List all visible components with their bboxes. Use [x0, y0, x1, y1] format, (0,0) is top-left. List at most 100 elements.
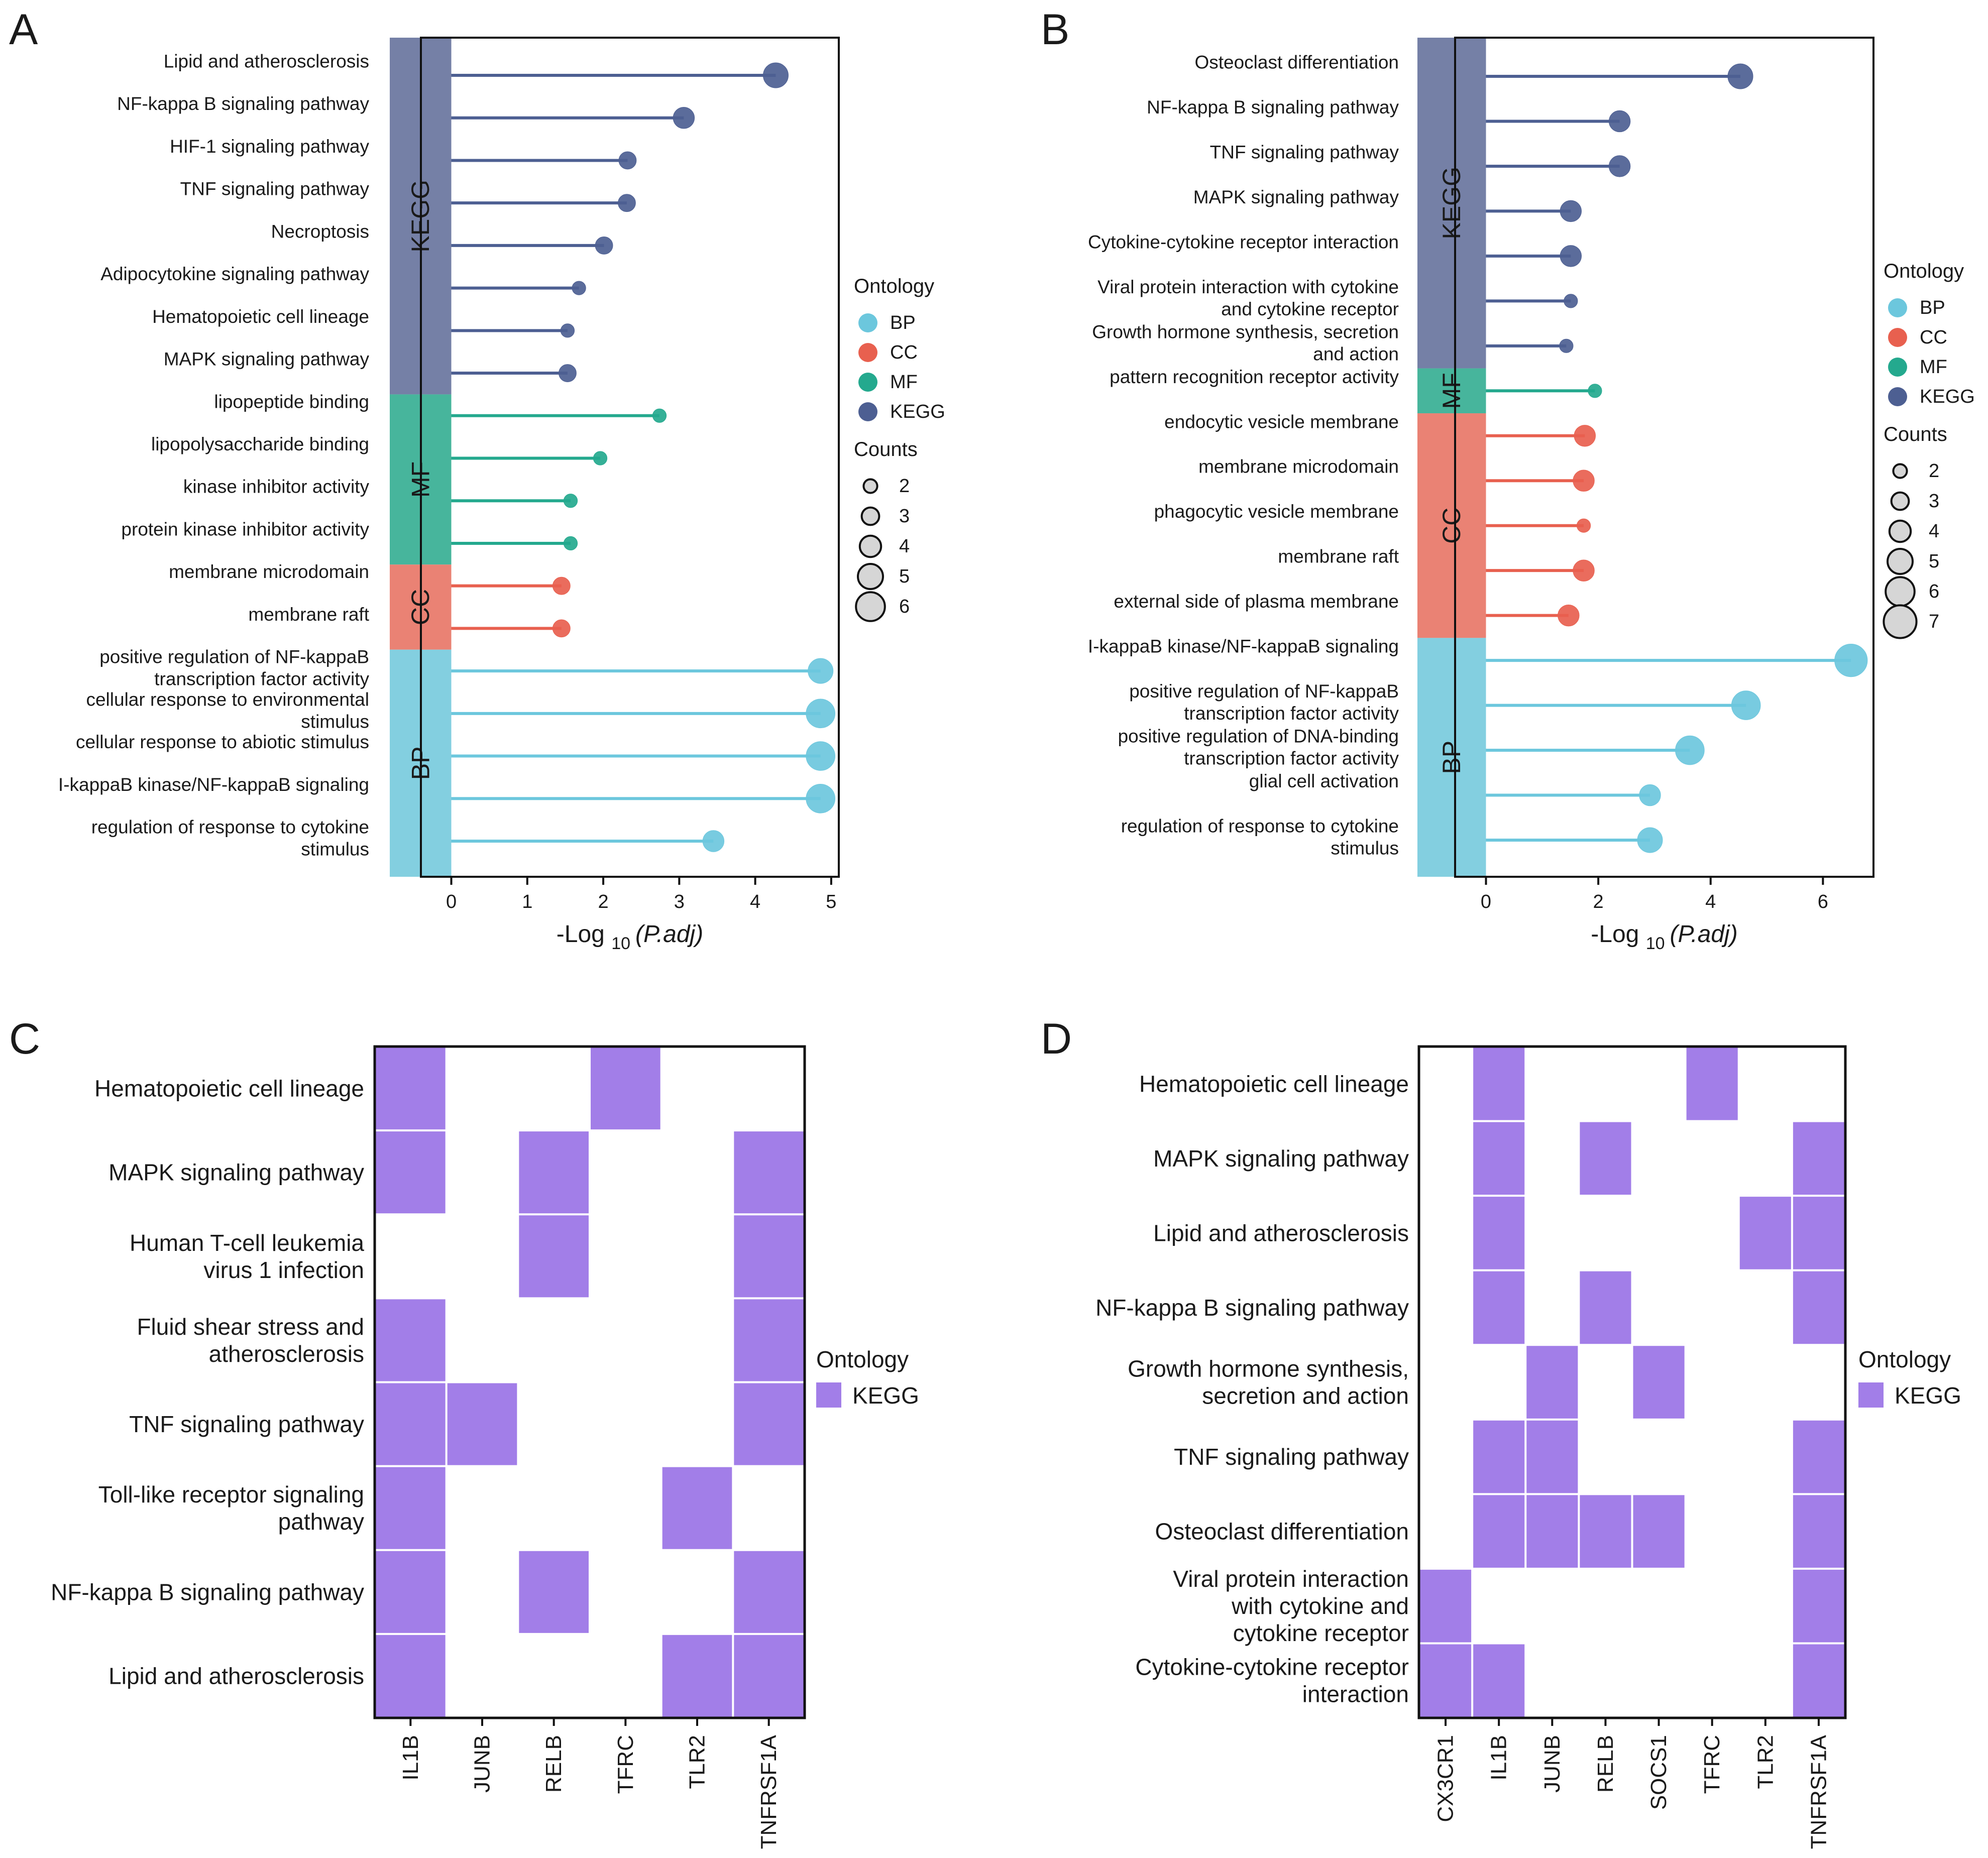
lollipop-point — [560, 323, 575, 338]
heat-cell — [1580, 1495, 1631, 1568]
term-label: endocytic vesicle membrane — [1164, 411, 1399, 432]
legend-size-swatch — [862, 478, 878, 494]
ontology-band-label: KEGG — [1438, 167, 1466, 239]
legend: Ontology KEGG — [816, 1346, 919, 1409]
term-label: glial cell activation — [1249, 771, 1399, 791]
lollipop-point — [593, 451, 608, 466]
legend-label: KEGG — [1920, 386, 1975, 407]
legend-label: MF — [1920, 357, 1947, 378]
row-label: Hematopoietic cell lineage — [1139, 1071, 1409, 1097]
lollipop-point — [806, 741, 835, 771]
legend-title: Counts — [854, 438, 918, 460]
lollipop-point — [552, 576, 571, 595]
heat-cell — [376, 1048, 446, 1130]
x-tick-label: 0 — [1481, 891, 1491, 912]
term-label: Lipid and atherosclerosis — [164, 51, 369, 72]
heat-cell — [519, 1131, 589, 1214]
lollipop-point — [559, 364, 577, 382]
heat-cell — [376, 1551, 446, 1633]
heat-cell — [519, 1551, 589, 1633]
term-label: stimulus — [301, 839, 369, 860]
heat-cell — [1633, 1495, 1685, 1568]
term-label: Growth hormone synthesis, secretion — [1092, 321, 1399, 342]
column-label: IL1B — [1487, 1735, 1511, 1781]
plot-frame — [1417, 1045, 1847, 1719]
term-label: TNF signaling pathway — [180, 179, 370, 199]
legend-label: BP — [1920, 297, 1945, 318]
heat-cell — [1473, 1271, 1525, 1344]
heat-cell — [1739, 1197, 1791, 1269]
heat-cell — [1526, 1495, 1578, 1568]
lollipop-point — [673, 107, 695, 129]
row-label: Osteoclast differentiation — [1155, 1519, 1409, 1545]
lollipop-point — [1558, 604, 1580, 627]
lollipop-point — [618, 151, 637, 170]
term-label: protein kinase inhibitor activity — [121, 519, 369, 539]
ontology-band-label: CC — [1438, 508, 1466, 544]
x-axis-title-sub: 10 — [611, 934, 630, 953]
term-label: MAPK signaling pathway — [1193, 187, 1399, 207]
row-label: Toll-like receptor signaling — [98, 1481, 364, 1507]
term-label: Adipocytokine signaling pathway — [100, 264, 369, 284]
lollipop-point — [595, 236, 613, 255]
heat-cell — [734, 1635, 804, 1717]
column-label: TLR2 — [685, 1735, 710, 1789]
lollipop-point — [1573, 470, 1595, 492]
heat-cell — [1793, 1197, 1844, 1269]
plot-frame — [420, 37, 840, 878]
legend-swatch-bp — [1888, 298, 1907, 317]
row-label: MAPK signaling pathway — [108, 1159, 364, 1186]
legend-swatch-bp — [858, 313, 877, 332]
term-label: TNF signaling pathway — [1210, 142, 1399, 162]
column-label: TLR2 — [1753, 1735, 1778, 1789]
row-label: TNF signaling pathway — [1174, 1444, 1409, 1470]
heat-cell — [1526, 1346, 1578, 1419]
lollipop-point — [1560, 200, 1582, 222]
term-label: phagocytic vesicle membrane — [1154, 501, 1399, 522]
lollipop-point — [552, 619, 571, 638]
term-label: transcription factor activity — [154, 669, 369, 689]
x-tick-label: 4 — [750, 891, 760, 912]
ontology-band-cc — [1417, 413, 1486, 638]
lollipop-point — [1608, 110, 1631, 133]
heat-cell — [376, 1635, 446, 1717]
column-label: TNFRSF1A — [756, 1734, 781, 1849]
term-label: HIF-1 signaling pathway — [170, 136, 369, 157]
row-label: MAPK signaling pathway — [1153, 1145, 1409, 1172]
row-label: NF-kappa B signaling pathway — [51, 1579, 364, 1605]
x-tick-label: 5 — [826, 891, 836, 912]
x-axis-title-prefix: -Log — [557, 921, 611, 948]
heat-cell — [734, 1131, 804, 1214]
x-axis-title: -Log 10 (P.adj) — [1591, 921, 1737, 953]
lollipop-point — [806, 783, 835, 814]
lollipop-point — [808, 658, 834, 684]
legend-size-swatch — [1883, 604, 1918, 639]
term-label: membrane microdomain — [169, 561, 369, 582]
lollipop-point — [762, 62, 789, 88]
term-label: membrane microdomain — [1198, 456, 1399, 477]
lollipop-point — [1731, 690, 1761, 720]
heat-cell — [376, 1299, 446, 1381]
x-tick-label: 6 — [1818, 891, 1828, 912]
lollipop-point — [572, 281, 586, 295]
legend: Ontology KEGG — [1858, 1346, 1961, 1409]
legend-label: 3 — [1929, 491, 1939, 512]
legend: Ontology BP CC MF KEGG Counts 2 3 4 5 6 — [854, 275, 945, 622]
lollipop-point — [652, 408, 667, 423]
term-label: Viral protein interaction with cytokine — [1097, 277, 1399, 297]
heat-cell — [1793, 1122, 1844, 1195]
column-label: TNFRSF1A — [1806, 1734, 1831, 1849]
heat-cell — [447, 1383, 517, 1465]
column-label: CX3CR1 — [1433, 1735, 1458, 1822]
ontology-band-kegg — [1417, 38, 1486, 369]
lollipop-point — [563, 536, 578, 551]
lollipop-point — [1564, 294, 1578, 308]
column-label: IL1B — [398, 1735, 423, 1781]
lollipop-point — [1588, 384, 1602, 398]
legend-label: 4 — [899, 536, 910, 557]
panel-d: D Hematopoietic cell lineage MAPK signalin… — [1041, 1015, 1961, 1849]
heat-cell — [376, 1467, 446, 1549]
row-label: cytokine receptor — [1233, 1620, 1409, 1646]
legend-swatch-mf — [1888, 358, 1907, 377]
lollipop-point — [702, 830, 725, 852]
